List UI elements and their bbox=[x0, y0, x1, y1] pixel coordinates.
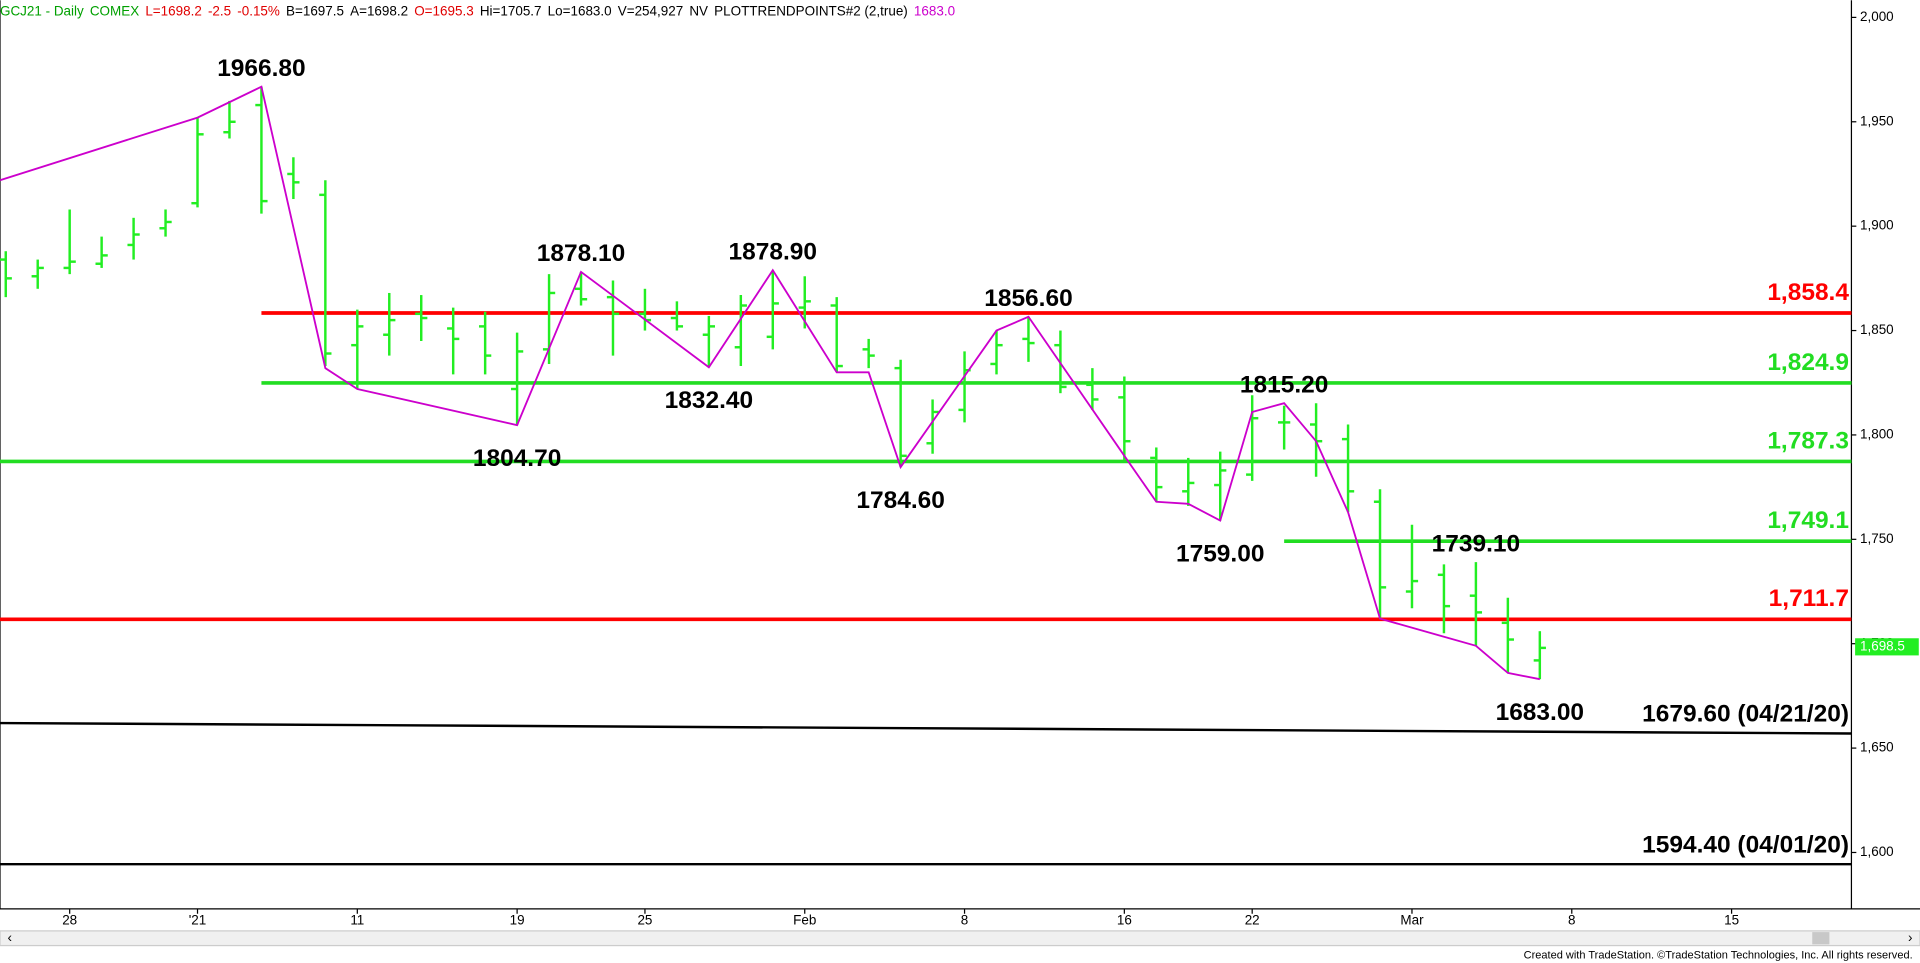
x-tick-label: 8 bbox=[1568, 913, 1575, 928]
level-label: 1,858.4 bbox=[1767, 279, 1849, 306]
header-item: PLOTTRENDPOINTS#2 (2,true) bbox=[714, 3, 908, 18]
annotation: 1683.00 bbox=[1496, 699, 1584, 726]
scroll-right[interactable]: › bbox=[1908, 930, 1912, 945]
scroll-thumb[interactable] bbox=[1812, 932, 1830, 945]
x-tick-label: '21 bbox=[189, 913, 207, 928]
header-item: L=1698.2 bbox=[145, 3, 202, 18]
header-item: COMEX bbox=[90, 3, 139, 18]
scroll-left[interactable]: ‹ bbox=[8, 930, 12, 945]
header-item: Lo=1683.0 bbox=[548, 3, 612, 18]
trend-line bbox=[0, 85, 1540, 681]
y-tick-label: 1,750 bbox=[1860, 531, 1894, 546]
y-tick-label: 1,800 bbox=[1860, 426, 1894, 441]
header-item: NV bbox=[689, 3, 708, 18]
x-tick-label: 8 bbox=[961, 913, 968, 928]
x-tick-label: 22 bbox=[1245, 913, 1260, 928]
header-item: -2.5 bbox=[208, 3, 231, 18]
annotation: 1784.60 bbox=[856, 487, 944, 514]
y-tick-label: 1,650 bbox=[1860, 740, 1894, 755]
x-tick-label: 28 bbox=[62, 913, 77, 928]
header-item: V=254,927 bbox=[618, 3, 683, 18]
x-tick-label: 25 bbox=[637, 913, 652, 928]
y-tick-label: 1,600 bbox=[1860, 844, 1894, 859]
x-tick-label: 16 bbox=[1117, 913, 1132, 928]
x-tick-label: Feb bbox=[793, 913, 816, 928]
x-tick-label: 19 bbox=[510, 913, 525, 928]
annotation: 1856.60 bbox=[984, 285, 1072, 312]
support-label: 1679.60 (04/21/20) bbox=[1642, 701, 1849, 728]
last-price-box bbox=[1855, 638, 1919, 656]
annotation: 1739.10 bbox=[1432, 530, 1520, 557]
y-tick-label: 1,900 bbox=[1860, 218, 1894, 233]
annotation: 1878.90 bbox=[729, 239, 817, 266]
y-tick-label: 2,000 bbox=[1860, 9, 1894, 24]
y-tick-label: 1,950 bbox=[1860, 113, 1894, 128]
level-label: 1,824.9 bbox=[1767, 349, 1849, 376]
header-item: Hi=1705.7 bbox=[480, 3, 542, 18]
annotation: 1815.20 bbox=[1240, 372, 1328, 399]
header-item: O=1695.3 bbox=[414, 3, 473, 18]
annotation: 1804.70 bbox=[473, 445, 561, 472]
header-item: -0.15% bbox=[237, 3, 280, 18]
header-item: B=1697.5 bbox=[286, 3, 344, 18]
level-label: 1,787.3 bbox=[1767, 427, 1849, 454]
x-tick-label: 15 bbox=[1724, 913, 1739, 928]
header-item: 1683.0 bbox=[914, 3, 955, 18]
header-item: A=1698.2 bbox=[350, 3, 408, 18]
annotation: 1759.00 bbox=[1176, 540, 1264, 567]
footer: Created with TradeStation. ©TradeStation… bbox=[1524, 949, 1913, 961]
last-price-label: 1,698.5 bbox=[1860, 638, 1905, 653]
annotation: 1832.40 bbox=[665, 387, 753, 414]
annotation: 1878.10 bbox=[537, 240, 625, 267]
header: GCJ21 - Daily COMEX L=1698.2 -2.5 -0.15% B=16… bbox=[0, 3, 955, 18]
header-item: GCJ21 - Daily bbox=[0, 3, 84, 18]
y-tick-label: 1,850 bbox=[1860, 322, 1894, 337]
support-line bbox=[0, 721, 1852, 735]
x-tick-label: Mar bbox=[1400, 913, 1424, 928]
support-label: 1594.40 (04/01/20) bbox=[1642, 831, 1849, 858]
level-label: 1,749.1 bbox=[1767, 507, 1849, 534]
level-label: 1,711.7 bbox=[1769, 585, 1849, 612]
scrollbar[interactable] bbox=[0, 930, 1920, 947]
annotation: 1966.80 bbox=[217, 55, 305, 82]
x-tick-label: 11 bbox=[350, 913, 364, 928]
